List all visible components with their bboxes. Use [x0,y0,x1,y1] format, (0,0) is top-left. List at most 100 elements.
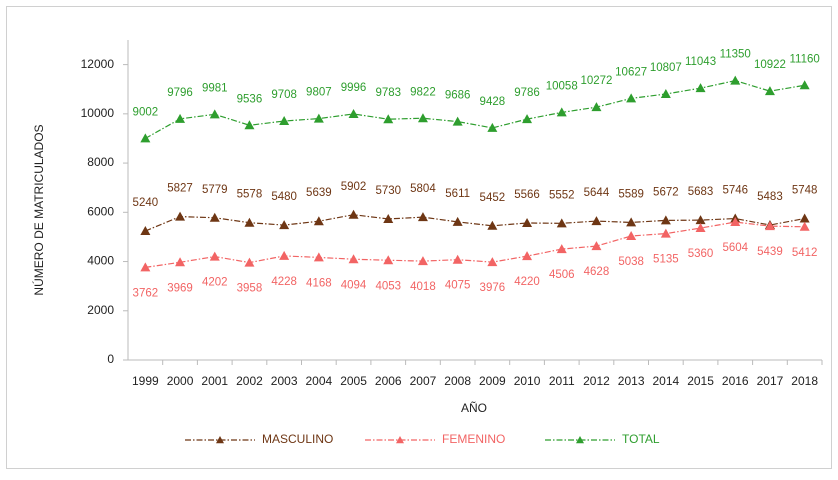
x-tick-label: 2001 [201,374,228,388]
data-label: 9536 [237,93,263,105]
series-line [145,221,805,268]
marker [626,230,637,240]
legend-label: FEMENINO [442,432,505,446]
marker [591,216,602,226]
marker [417,113,428,123]
data-label: 11350 [720,49,751,61]
marker [730,217,741,227]
marker [313,252,324,262]
data-label: 4202 [202,277,228,289]
x-tick-label: 2009 [479,374,506,388]
marker [522,217,533,227]
marker [556,244,567,254]
x-axis-label: AÑO [461,401,487,415]
data-label: 5748 [792,185,818,197]
marker [209,251,220,261]
data-label: 10058 [546,80,578,92]
data-label: 5135 [653,254,679,266]
marker [660,215,671,225]
marker [591,102,602,112]
data-label: 5644 [584,187,610,199]
data-label: 5589 [618,188,644,200]
series-line [145,214,805,232]
data-label: 5483 [757,191,783,203]
marker [799,221,810,231]
data-label: 9428 [480,96,506,108]
data-label: 10922 [754,59,786,71]
marker [417,212,428,222]
x-tick-label: 2010 [514,374,541,388]
data-label: 11160 [790,53,820,65]
marker [348,108,359,118]
series-line [145,79,805,139]
y-tick-label: 0 [107,352,114,366]
marker [764,221,775,231]
data-label: 9002 [133,106,159,118]
x-tick-label: 2004 [305,374,332,388]
marker [279,250,290,260]
x-tick-label: 2011 [549,374,575,388]
data-label: 3958 [237,283,263,295]
legend-marker [396,436,404,444]
marker [522,114,533,124]
marker [660,88,671,98]
data-label: 5552 [549,189,575,201]
marker [799,80,810,90]
y-tick-label: 2000 [87,303,114,317]
data-label: 4018 [410,281,436,293]
marker [799,213,810,223]
marker [452,116,463,126]
data-label: 4053 [375,280,401,292]
data-label: 3762 [133,287,159,299]
marker [383,213,394,223]
data-label: 10627 [615,66,647,78]
marker [452,216,463,226]
x-tick-label: 1999 [132,374,159,388]
marker [175,211,186,221]
marker [522,251,533,261]
chart-border [6,6,832,469]
marker [626,217,637,227]
x-tick-label: 2012 [583,374,610,388]
data-label: 10807 [650,62,682,74]
legend-marker [576,436,584,444]
data-label: 4094 [341,279,367,291]
marker [140,133,151,143]
x-tick-label: 2003 [271,374,298,388]
data-label: 9822 [410,86,436,98]
y-tick-label: 10000 [81,106,115,120]
y-axis-label: NÚMERO DE MATRICULADOS [31,124,46,295]
data-label: 4506 [549,269,575,281]
data-label: 3976 [480,282,506,294]
marker [244,257,255,267]
data-label: 5683 [688,186,714,198]
marker [383,255,394,265]
marker [591,241,602,251]
marker [452,254,463,264]
x-tick-label: 2008 [444,374,471,388]
legend-label: TOTAL [622,432,660,446]
x-tick-label: 2017 [757,374,784,388]
data-label: 5902 [341,181,367,193]
x-tick-label: 2015 [687,374,714,388]
marker [695,215,706,225]
marker [695,223,706,233]
x-tick-label: 2002 [236,374,263,388]
data-label: 4168 [306,277,332,289]
data-label: 9786 [514,87,540,99]
data-label: 10272 [580,75,612,87]
data-label: 9981 [202,82,228,94]
marker [626,93,637,103]
marker [487,257,498,267]
data-label: 5611 [445,188,470,200]
y-tick-label: 12000 [81,57,115,71]
x-tick-label: 2016 [722,374,749,388]
data-label: 4228 [271,276,297,288]
data-label: 9686 [445,90,471,102]
data-label: 4628 [584,266,610,278]
marker [140,262,151,272]
y-tick-label: 8000 [87,155,114,169]
marker [244,217,255,227]
marker [487,220,498,230]
x-tick-label: 2007 [410,374,437,388]
